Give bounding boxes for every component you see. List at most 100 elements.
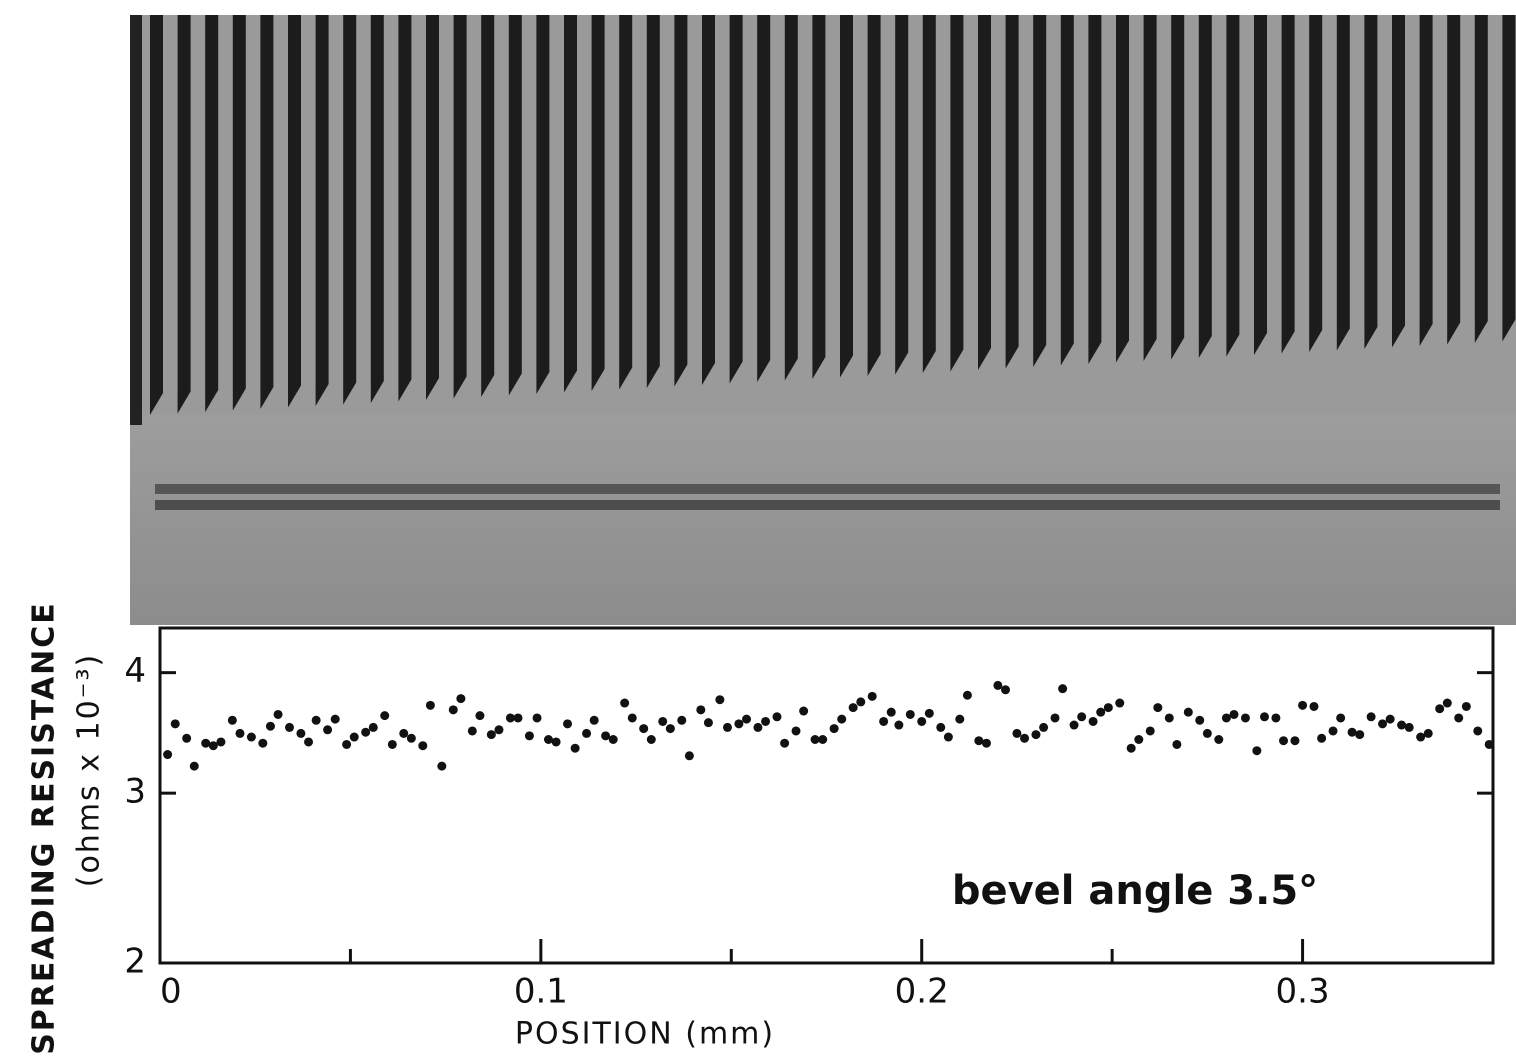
data-point — [780, 738, 790, 748]
stripe — [536, 15, 550, 394]
data-point — [284, 722, 294, 732]
data-point — [1126, 743, 1136, 753]
data-point — [361, 727, 371, 737]
stripe — [426, 15, 439, 400]
data-point — [1031, 730, 1041, 740]
stripe — [674, 15, 688, 387]
data-point — [1271, 713, 1281, 723]
data-point — [418, 741, 428, 751]
data-point — [867, 691, 877, 701]
data-point — [943, 732, 953, 742]
stripe — [1226, 15, 1240, 357]
data-point — [227, 715, 237, 725]
data-point — [936, 722, 946, 732]
data-point — [646, 735, 656, 745]
data-point — [1240, 713, 1250, 723]
data-point — [456, 694, 466, 704]
dark-band — [155, 500, 1500, 510]
data-point — [246, 732, 256, 742]
data-point — [235, 728, 245, 738]
stripe — [232, 15, 246, 411]
data-point — [810, 735, 820, 745]
stripe — [950, 15, 964, 372]
stripe — [315, 15, 329, 406]
stripe — [1033, 15, 1047, 367]
data-point — [201, 738, 211, 748]
stripe — [205, 15, 219, 412]
data-point — [387, 739, 397, 749]
data-point — [974, 736, 984, 746]
data-point — [1454, 713, 1464, 723]
data-point — [848, 703, 858, 713]
data-point — [722, 722, 732, 732]
stripe — [1060, 15, 1074, 366]
data-point — [601, 731, 611, 741]
data-point — [1385, 714, 1395, 724]
data-point — [879, 716, 889, 726]
data-point — [486, 730, 496, 740]
stripe — [150, 15, 163, 415]
data-point — [993, 680, 1003, 690]
data-point — [677, 715, 687, 725]
data-point — [1435, 704, 1445, 714]
data-point — [1195, 715, 1205, 725]
data-point — [1214, 735, 1224, 745]
data-point — [437, 761, 447, 771]
data-point — [715, 695, 725, 705]
edge — [130, 15, 142, 425]
data-point — [543, 735, 553, 745]
dark-band — [155, 484, 1500, 494]
stripe — [1171, 15, 1185, 360]
data-point — [905, 709, 915, 719]
data-point — [837, 714, 847, 724]
stripe — [895, 15, 909, 375]
data-point — [1473, 726, 1483, 736]
data-point — [258, 738, 268, 748]
data-point — [1039, 722, 1049, 732]
stripe — [288, 15, 301, 408]
data-point — [886, 707, 896, 717]
data-point — [818, 735, 828, 745]
data-point — [208, 741, 218, 751]
y-axis-label: SPREADING RESISTANCE — [27, 601, 62, 1055]
data-point — [265, 721, 275, 731]
data-point — [608, 735, 618, 745]
data-point — [1001, 685, 1011, 695]
data-point — [1020, 733, 1030, 743]
stripe — [812, 15, 826, 379]
data-point — [425, 700, 435, 710]
data-point — [696, 705, 706, 715]
stripe — [343, 15, 357, 405]
stripe — [481, 15, 495, 397]
stripe — [784, 15, 798, 381]
x-tick-label: 0.3 — [1276, 972, 1330, 1012]
data-point — [917, 716, 927, 726]
data-point — [330, 714, 340, 724]
data-point — [627, 713, 637, 723]
data-point — [981, 738, 991, 748]
data-point — [1355, 730, 1365, 740]
data-point — [1252, 746, 1262, 756]
data-point — [505, 713, 515, 723]
stripe — [978, 15, 991, 370]
data-point — [639, 724, 649, 734]
data-point — [924, 708, 934, 718]
data-point — [772, 712, 782, 722]
stripe — [1364, 15, 1378, 349]
data-point — [1115, 698, 1125, 708]
data-point — [1404, 722, 1414, 732]
stripe — [757, 15, 771, 382]
data-point — [1347, 727, 1357, 737]
data-point — [1050, 713, 1060, 723]
data-point — [1279, 736, 1289, 746]
y-tick-label: 2 — [124, 942, 146, 982]
data-point — [1484, 739, 1494, 749]
data-point — [1134, 735, 1144, 745]
x-axis-label: POSITION (mm) — [515, 1017, 775, 1052]
stripe — [1447, 15, 1461, 345]
data-point — [467, 726, 477, 736]
data-point — [791, 726, 801, 736]
data-point — [524, 731, 534, 741]
stripe — [1392, 15, 1405, 348]
stripe — [1198, 15, 1212, 358]
